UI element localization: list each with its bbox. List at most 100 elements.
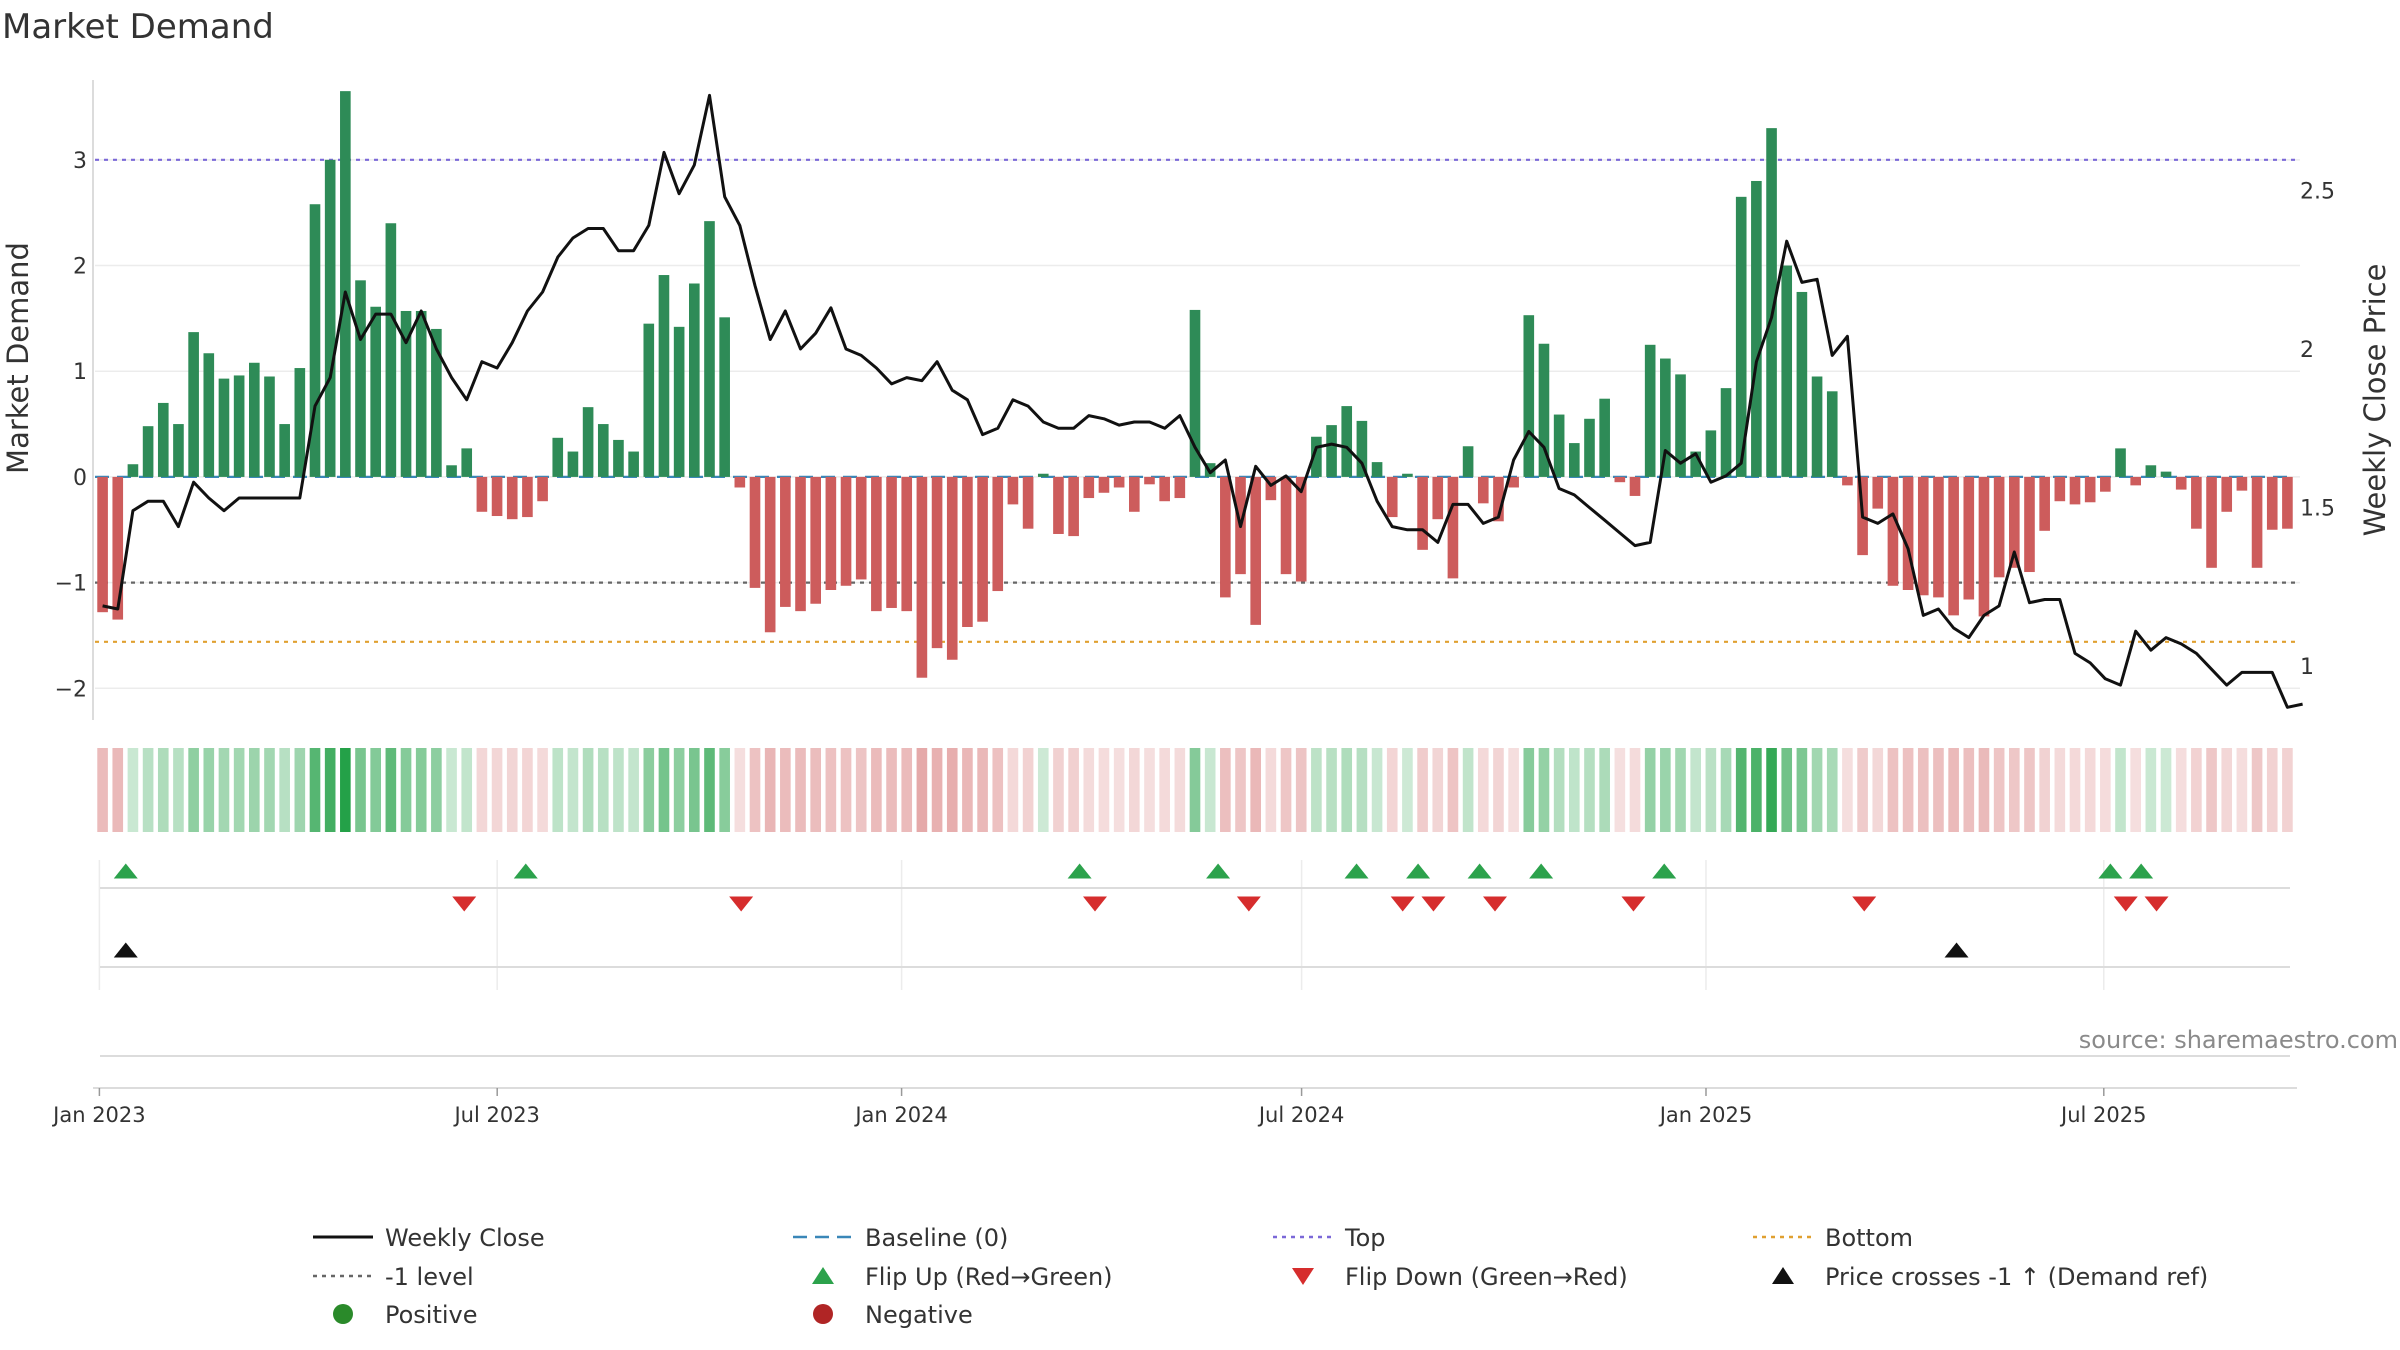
heat-cell — [1902, 748, 1914, 832]
demand-bar — [1826, 391, 1838, 477]
heat-cell — [340, 748, 351, 832]
demand-bar — [1933, 476, 1944, 598]
demand-bar — [673, 326, 685, 477]
demand-bar — [112, 476, 124, 620]
heat-cell — [1493, 748, 1504, 832]
flip-up-marker — [1344, 863, 1369, 879]
legend-label: Flip Down (Green→Red) — [1345, 1263, 1628, 1291]
flip-up-marker — [113, 863, 138, 879]
legend-label: Negative — [865, 1301, 973, 1329]
legend-label: Top — [1344, 1224, 1386, 1252]
heat-cell — [689, 748, 700, 832]
demand-bar — [1629, 476, 1641, 496]
heat-cell — [840, 748, 852, 832]
demand-bar — [1022, 476, 1034, 529]
price-cross-marker — [1944, 942, 1969, 958]
demand-bar — [203, 353, 215, 477]
demand-bar — [2221, 476, 2233, 512]
heat-cell — [1720, 748, 1732, 832]
demand-bar — [1781, 265, 1793, 477]
heat-cell — [2009, 748, 2020, 832]
demand-bar — [233, 375, 245, 477]
demand-bar — [977, 476, 988, 622]
heat-cell — [916, 748, 928, 832]
heat-cell — [1766, 748, 1777, 832]
demand-bar — [1129, 476, 1140, 512]
demand-bar — [1569, 443, 1580, 477]
x-tick-label: Jul 2024 — [1257, 1103, 1344, 1127]
demand-bar — [1174, 476, 1186, 499]
heat-cell — [370, 748, 381, 832]
heat-cell — [871, 748, 882, 832]
heat-cell — [1993, 748, 2005, 832]
heat-cell — [1311, 748, 1322, 832]
heat-cell — [355, 748, 366, 832]
legend-label: Weekly Close — [385, 1224, 545, 1252]
heat-cell — [1295, 748, 1307, 832]
demand-bar — [294, 368, 306, 477]
heat-cell — [992, 748, 1004, 832]
heat-cell — [946, 748, 958, 832]
demand-bar — [855, 476, 867, 580]
y2-tick-label: 1.5 — [2300, 497, 2335, 522]
heat-cell — [2282, 748, 2293, 832]
demand-bar — [886, 476, 897, 608]
demand-bar — [2206, 476, 2217, 568]
demand-bar — [1386, 476, 1398, 518]
heat-cell — [1857, 748, 1868, 832]
demand-bar — [1356, 420, 1368, 477]
demand-bar — [1705, 430, 1717, 477]
demand-bar — [1978, 476, 1990, 617]
demand-bar — [415, 310, 427, 477]
demand-bar — [1144, 476, 1155, 485]
demand-bar — [1675, 374, 1686, 477]
demand-bar — [506, 476, 518, 520]
heat-cell — [1811, 748, 1823, 832]
demand-bar — [2282, 476, 2293, 529]
heat-cell — [249, 748, 260, 832]
demand-bar — [1751, 180, 1762, 477]
heat-cell — [2115, 748, 2126, 832]
legend-swatch — [1772, 1267, 1794, 1284]
heat-cell — [1037, 748, 1049, 832]
legend-label: Positive — [385, 1301, 478, 1329]
flip-down-marker — [452, 896, 477, 912]
y-tick-label: 0 — [73, 466, 87, 491]
heat-cell — [658, 748, 670, 832]
heat-cell — [567, 748, 579, 832]
demand-bar — [1614, 476, 1626, 483]
heat-cell — [1629, 748, 1641, 832]
y-tick-label: −1 — [55, 572, 87, 597]
heat-cell — [2236, 748, 2248, 832]
weekly-close-line — [102, 93, 2303, 709]
demand-bar — [916, 476, 928, 678]
heat-cell — [1265, 748, 1277, 832]
demand-bar — [1766, 128, 1777, 477]
demand-bar — [537, 476, 548, 502]
demand-bar — [142, 426, 154, 477]
heat-cell — [1872, 748, 1884, 832]
heat-cell — [886, 748, 897, 832]
heat-cell — [157, 748, 169, 832]
heat-cell — [1660, 748, 1671, 832]
demand-bar — [582, 407, 594, 477]
demand-bar — [1599, 398, 1610, 477]
demand-bar — [355, 280, 366, 477]
flip-down-marker — [1621, 896, 1646, 912]
demand-bar — [2266, 476, 2278, 530]
demand-bar — [1477, 476, 1489, 504]
demand-bar — [188, 332, 199, 477]
heat-cell — [1599, 748, 1610, 832]
heat-cell — [1220, 748, 1231, 832]
y2-tick-label: 1 — [2300, 655, 2314, 680]
demand-bar — [1963, 476, 1975, 600]
heat-cell — [1098, 748, 1110, 832]
demand-bar — [1220, 476, 1231, 598]
demand-bar — [719, 317, 730, 477]
demand-bar — [446, 465, 457, 477]
y-tick-label: 3 — [73, 149, 87, 174]
heat-cell — [1447, 748, 1459, 832]
demand-bar — [871, 476, 882, 612]
legend-swatch — [813, 1304, 833, 1324]
